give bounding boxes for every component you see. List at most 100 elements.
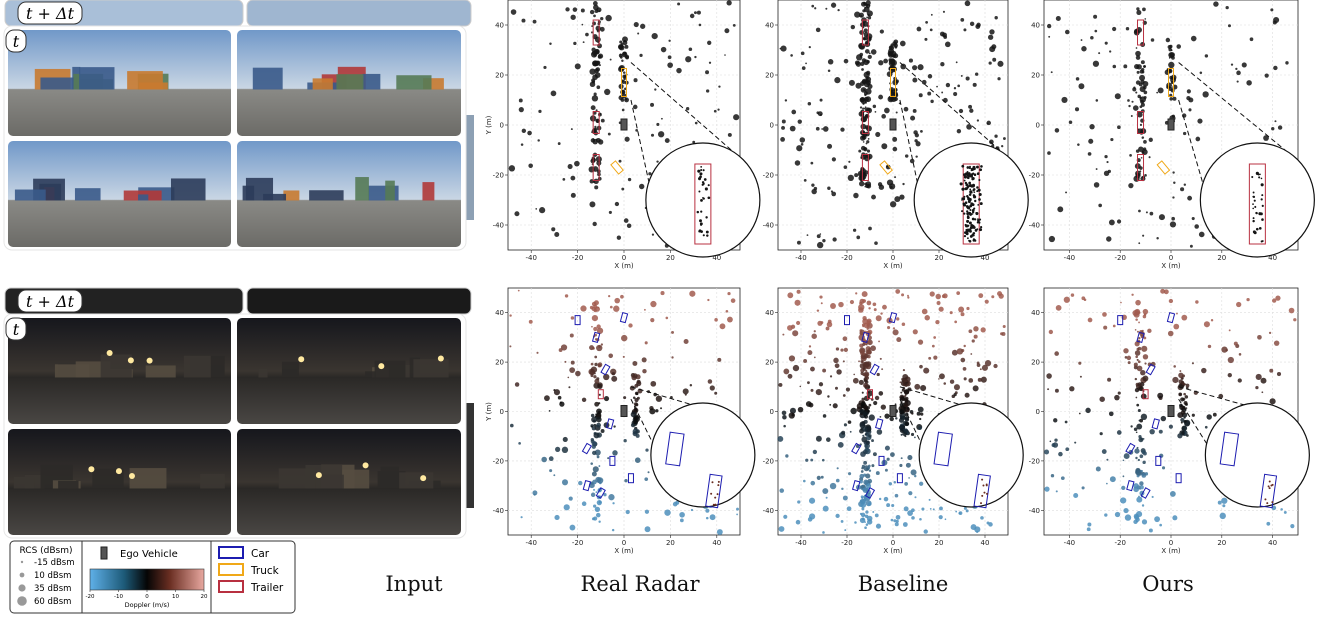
- radar-point: [1137, 458, 1140, 462]
- zoom-point: [986, 492, 989, 495]
- radar-point: [927, 91, 932, 96]
- zoom-point: [965, 201, 968, 204]
- radar-point: [567, 376, 570, 379]
- radar-point: [528, 163, 533, 169]
- camera-image: [235, 316, 463, 426]
- radar-point: [708, 61, 712, 64]
- zoom-point: [969, 204, 973, 208]
- radar-point: [910, 469, 917, 476]
- radar-point: [595, 491, 598, 494]
- radar-point: [1149, 211, 1154, 216]
- zoom-line: [899, 99, 921, 195]
- rcs-entry: -15 dBsm: [34, 558, 75, 568]
- radar-point: [787, 292, 794, 299]
- scene-object: [183, 355, 211, 378]
- zoom-point: [975, 212, 979, 216]
- radar-point: [895, 289, 901, 294]
- radar-point: [1164, 69, 1170, 75]
- radar-point: [624, 51, 627, 55]
- y-tick-label: 40: [1031, 22, 1040, 30]
- radar-point: [805, 62, 807, 65]
- radar-point: [939, 31, 945, 37]
- zoom-line: [1178, 398, 1211, 451]
- radar-point: [900, 391, 903, 394]
- radar-point: [904, 482, 908, 486]
- x-tick-label: 40: [712, 539, 721, 547]
- object-box: [869, 363, 880, 376]
- scene-object: [374, 360, 406, 378]
- radar-point: [908, 477, 910, 479]
- zoom-point: [705, 230, 709, 234]
- radar-point: [789, 407, 796, 414]
- radar-point: [953, 384, 960, 391]
- radar-point: [1121, 485, 1126, 490]
- zoom-point: [981, 478, 984, 481]
- radar-point: [1138, 146, 1144, 152]
- radar-point: [1001, 331, 1006, 336]
- radar-point: [590, 413, 595, 418]
- radar-point: [810, 388, 814, 392]
- radar-point: [1169, 491, 1176, 497]
- radar-point: [833, 357, 839, 364]
- radar-point: [1106, 160, 1109, 164]
- y-tick-label: -20: [493, 457, 504, 465]
- radar-point: [835, 478, 840, 483]
- radar-point: [594, 49, 600, 55]
- colorbar-tick-label: -20: [86, 594, 95, 600]
- radar-point: [863, 147, 867, 151]
- radar-point: [1142, 308, 1149, 315]
- radar-point: [1285, 61, 1289, 65]
- radar-point: [679, 518, 684, 523]
- radar-point: [892, 329, 899, 336]
- radar-point: [1135, 396, 1138, 399]
- radar-point: [989, 29, 995, 35]
- radar-point: [1140, 156, 1143, 159]
- radar-point: [1132, 105, 1139, 111]
- object-box: [1145, 363, 1156, 376]
- scene-object: [252, 67, 283, 90]
- radar-point: [1293, 318, 1297, 322]
- radar-point: [565, 7, 570, 12]
- radar-point: [664, 509, 671, 516]
- radar-point: [1190, 35, 1197, 42]
- radar-point: [964, 0, 971, 7]
- radar-point: [650, 380, 657, 387]
- radar-point: [806, 234, 809, 237]
- zoom-point: [701, 181, 705, 184]
- zoom-point: [964, 187, 968, 191]
- zoom-point: [1252, 203, 1254, 206]
- radar-point: [822, 488, 829, 495]
- radar-point: [1186, 95, 1191, 101]
- radar-point: [1264, 73, 1269, 78]
- scene-object: [336, 74, 364, 90]
- radar-point: [1130, 115, 1133, 117]
- radar-point: [949, 311, 953, 315]
- radar-point: [1206, 414, 1212, 420]
- radar-point: [585, 32, 589, 37]
- y-tick-label: -20: [763, 457, 774, 465]
- zoom-box: [1219, 431, 1240, 467]
- radar-point: [603, 493, 607, 497]
- radar-point: [623, 396, 627, 400]
- radar-point: [849, 430, 852, 433]
- radar-point: [899, 463, 903, 468]
- radar-point: [623, 439, 627, 443]
- radar-point: [929, 508, 932, 510]
- radar-point: [590, 462, 593, 465]
- zoom-point: [1251, 175, 1254, 179]
- radar-point: [852, 228, 857, 232]
- radar-point: [944, 518, 947, 521]
- y-tick-label: -20: [1029, 457, 1040, 465]
- scene-object: [79, 67, 115, 90]
- radar-point: [844, 529, 847, 532]
- zoom-point: [976, 190, 979, 193]
- radar-point: [660, 46, 667, 53]
- zoom-point: [717, 480, 720, 483]
- radar-point: [861, 397, 865, 401]
- radar-point: [956, 348, 964, 355]
- radar-point: [650, 300, 657, 308]
- radar-point: [694, 55, 697, 59]
- radar-point: [997, 60, 1004, 67]
- radar-point: [860, 512, 866, 518]
